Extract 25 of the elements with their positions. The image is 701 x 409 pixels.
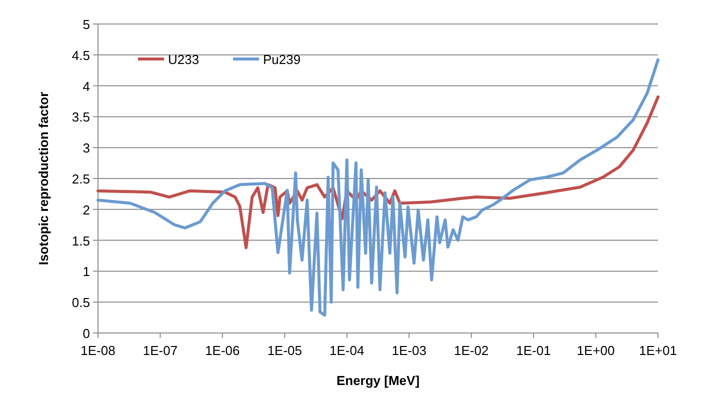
y-axis-title: Isotopic reproduction factor xyxy=(36,92,51,266)
x-tick-label: 1E-03 xyxy=(392,343,426,358)
x-tick-label: 1E-04 xyxy=(330,343,364,358)
x-tick-label: 1E-02 xyxy=(454,343,489,358)
y-tick-label: 2.5 xyxy=(72,172,90,186)
y-tick-label: 4.5 xyxy=(72,48,90,63)
y-tick-label: 5 xyxy=(82,17,90,32)
y-tick-label: 1.5 xyxy=(72,233,90,248)
y-tick-label: 3 xyxy=(82,140,90,156)
legend-label: U233 xyxy=(168,52,200,67)
x-tick-label: 1E-08 xyxy=(80,343,116,358)
y-tick-label: 3.5 xyxy=(72,110,90,125)
y-tick-label: 4 xyxy=(82,78,90,94)
x-tick-label: 1E-06 xyxy=(205,343,240,358)
x-axis-title: Energy [MeV] xyxy=(336,373,420,388)
y-tick-label: 0 xyxy=(82,326,90,341)
y-tick-label: 0.5 xyxy=(72,295,90,310)
y-tick-label: 1 xyxy=(82,264,90,280)
y-tick-label: 2 xyxy=(82,202,90,218)
x-tick-label: 1E+01 xyxy=(639,343,677,358)
x-tick-label: 1E+00 xyxy=(576,343,615,358)
x-tick-label: 1E-05 xyxy=(267,343,302,358)
legend-label: Pu239 xyxy=(263,52,301,67)
x-tick-label: 1E-01 xyxy=(516,343,551,358)
x-tick-label: 1E-07 xyxy=(142,343,178,358)
